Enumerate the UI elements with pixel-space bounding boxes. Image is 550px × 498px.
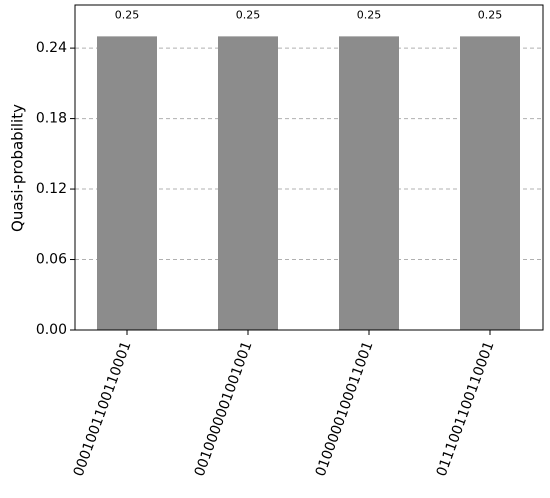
x-tick-label: 0010000001001001 bbox=[192, 339, 256, 478]
value-label: 0.25 bbox=[357, 8, 382, 21]
x-tick-label: 0100000100011001 bbox=[313, 339, 377, 478]
value-label: 0.25 bbox=[478, 8, 503, 21]
bar bbox=[460, 36, 520, 330]
y-tick-label: 0.12 bbox=[36, 181, 67, 197]
bar bbox=[97, 36, 157, 330]
value-label: 0.25 bbox=[236, 8, 261, 21]
plot-frame bbox=[74, 4, 544, 331]
y-tick-label: 0.06 bbox=[36, 252, 67, 268]
y-tick-label: 0.18 bbox=[36, 111, 67, 127]
bar bbox=[339, 36, 399, 330]
value-label: 0.25 bbox=[115, 8, 140, 21]
y-tick-label: 0.24 bbox=[36, 40, 67, 56]
y-axis-label: Quasi-probability bbox=[9, 104, 27, 232]
bar bbox=[218, 36, 278, 330]
x-tick-label: 0001001100110001 bbox=[71, 339, 135, 478]
y-tick-label: 0.00 bbox=[36, 322, 67, 338]
x-tick-label: 0111001100110001 bbox=[434, 339, 498, 478]
